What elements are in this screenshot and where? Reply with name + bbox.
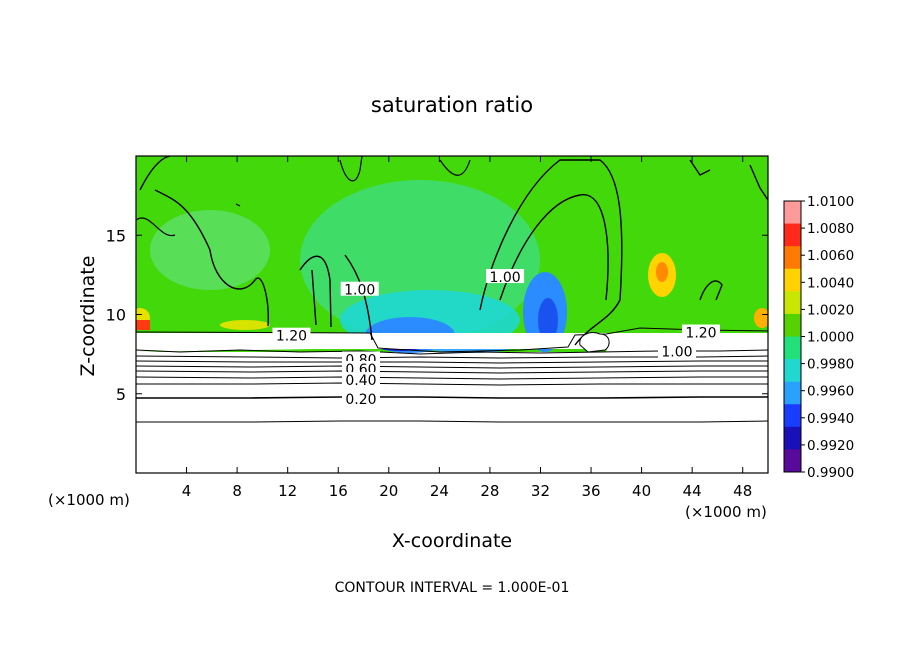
colorbar-swatch — [784, 291, 801, 315]
colorbar-tick-label: 0.9960 — [807, 384, 854, 400]
colorbar-swatch — [784, 268, 801, 292]
field-blue-patch — [538, 298, 558, 342]
colorbar-tick-label: 0.9980 — [807, 357, 854, 373]
contour-label-bg — [682, 324, 721, 339]
colorbar-swatch — [784, 336, 801, 360]
contour-label-bg — [341, 391, 380, 406]
contour-labels: 1.201.001.001.201.000.800.600.400.20 — [272, 269, 721, 408]
contour-label-bg — [486, 269, 525, 284]
colorbar: 1.0100 1.0080 1.0060 1.0040 1.0020 1.0000 0.99… — [783, 194, 854, 481]
x-tick-label: 4 — [182, 482, 192, 500]
plot-area — [136, 156, 768, 473]
chart-title: saturation ratio — [371, 93, 533, 117]
colorbar-swatch — [784, 223, 801, 247]
x-tick-label: 8 — [232, 482, 242, 500]
x-tick-label: 32 — [531, 482, 550, 500]
contour-label-bg — [341, 372, 380, 387]
colorbar-swatch — [784, 426, 801, 450]
x-axis-unit-right: (×1000 m) — [685, 503, 767, 521]
field-yellow-patch — [220, 320, 270, 330]
colorbar-tick-label: 1.0020 — [807, 302, 854, 318]
x-axis-unit-left: (×1000 m) — [48, 491, 130, 509]
x-axis: 4 8 12 16 20 24 28 32 36 40 44 48 — [182, 156, 752, 500]
colorbar-swatch — [784, 246, 801, 270]
contour-bundle — [136, 327, 768, 423]
x-tick-label: 36 — [581, 482, 600, 500]
contour-label: 0.40 — [345, 373, 376, 389]
x-tick-label: 28 — [480, 482, 499, 500]
contour-label-bg — [657, 343, 696, 358]
x-tick-label: 40 — [632, 482, 651, 500]
colorbar-tick-label: 1.0000 — [807, 330, 854, 346]
colorbar-swatch — [784, 449, 801, 473]
x-tick-label: 48 — [733, 482, 752, 500]
field-red-patch — [136, 320, 150, 330]
field-yellow-patch — [754, 308, 768, 328]
x-tick-label: 20 — [379, 482, 398, 500]
x-tick-label: 16 — [329, 482, 348, 500]
y-axis-label: Z-coordinate — [77, 256, 99, 377]
contour-label: 0.20 — [345, 392, 376, 408]
colorbar-tick-label: 1.0100 — [807, 194, 854, 210]
x-tick-label: 24 — [430, 482, 449, 500]
y-tick-label: 5 — [116, 385, 126, 404]
contour-label: 1.00 — [661, 345, 692, 361]
colorbar-swatch — [784, 201, 801, 225]
y-axis: 5 10 15 — [106, 226, 768, 404]
colorbar-swatch — [784, 313, 801, 337]
colorbar-tick-label: 0.9940 — [807, 411, 854, 427]
colorbar-tick-label: 1.0060 — [807, 248, 854, 264]
x-tick-label: 12 — [278, 482, 297, 500]
contour-line-upper — [136, 156, 471, 237]
colorbar-swatch — [784, 359, 801, 383]
contour-label: 1.20 — [685, 326, 716, 342]
x-tick-label: 44 — [683, 482, 702, 500]
contour-label: 1.00 — [344, 283, 375, 299]
contour-label-bg — [272, 327, 311, 342]
colorbar-tick-label: 0.9920 — [807, 438, 854, 454]
y-tick-label: 15 — [106, 226, 126, 245]
contour-label-bg — [341, 360, 380, 375]
colorbar-swatch — [784, 381, 801, 405]
cloud-blob — [579, 332, 610, 353]
contour-label-bg — [340, 281, 379, 296]
colorbar-tick-label: 1.0080 — [807, 221, 854, 237]
field-orange-patch — [656, 262, 668, 282]
colorbar-tick-label: 0.9900 — [807, 465, 854, 481]
x-axis-label: X-coordinate — [392, 530, 512, 552]
colorbar-swatch — [784, 404, 801, 428]
contour-label: 1.00 — [490, 270, 521, 286]
contour-interval-note: CONTOUR INTERVAL = 1.000E-01 — [335, 580, 570, 596]
y-tick-label: 10 — [106, 306, 126, 325]
colorbar-tick-label: 1.0040 — [807, 275, 854, 291]
contour-label: 1.20 — [276, 329, 307, 345]
